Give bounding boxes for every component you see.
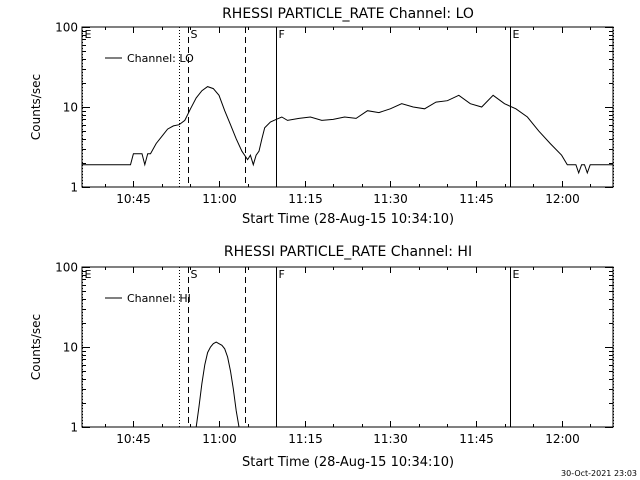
y-tick-label: 10 (63, 101, 78, 115)
y-axis-label: Counts/sec (29, 314, 43, 380)
x-tick-label: 12:00 (545, 432, 580, 446)
x-tick-label: 12:00 (545, 192, 580, 206)
time-marker-label: S (191, 268, 198, 281)
legend-label: Channel: LO (127, 52, 194, 65)
x-tick-label: 11:30 (373, 432, 408, 446)
x-tick-label: 11:45 (459, 432, 494, 446)
series-group (195, 341, 240, 428)
plot-frame (81, 266, 614, 428)
x-tick-label: 10:45 (116, 432, 151, 446)
x-tick-label: 11:30 (373, 192, 408, 206)
chart-panel-hi: RHESSI PARTICLE_RATE Channel: HI Counts/… (29, 244, 614, 470)
time-marker-label: F (279, 268, 285, 281)
y-axis-label: Counts/sec (29, 74, 43, 140)
x-tick-label: 10:45 (116, 192, 151, 206)
chart-title: RHESSI PARTICLE_RATE Channel: LO (222, 6, 474, 22)
y-tick-label: 100 (55, 261, 78, 275)
y-tick-label: 1 (70, 421, 78, 435)
x-tick-label: 11:00 (202, 192, 237, 206)
time-marker-label: E (513, 28, 520, 41)
time-marker-label: E (85, 268, 92, 281)
time-marker-label: E (513, 268, 520, 281)
y-tick-label: 10 (63, 341, 78, 355)
axis-ticks: 10:45 11:00 11:15 11:30 11:45 12:00 1 10 100 (55, 21, 613, 206)
axis-ticks: 10:45 11:00 11:15 11:30 11:45 12:00 1 10 100 (55, 261, 613, 446)
time-marker-label: E (85, 28, 92, 41)
footer-timestamp: 30-Oct-2021 23:03 (561, 469, 637, 478)
legend-label: Channel: HI (127, 292, 191, 305)
x-tick-label: 11:15 (288, 432, 323, 446)
y-tick-label: 100 (55, 21, 78, 35)
series-group (82, 86, 613, 175)
y-tick-label: 1 (70, 181, 78, 195)
time-marker-label: S (191, 28, 198, 41)
time-marker-label: F (279, 28, 285, 41)
chart-title: RHESSI PARTICLE_RATE Channel: HI (224, 244, 472, 260)
chart-panel-lo: RHESSI PARTICLE_RATE Channel: LO Counts/… (29, 6, 614, 227)
legend: Channel: HI (105, 292, 191, 305)
series-line (195, 341, 240, 428)
x-tick-label: 11:45 (459, 192, 494, 206)
x-tick-label: 11:00 (202, 432, 237, 446)
x-tick-label: 11:15 (288, 192, 323, 206)
plot-frame (81, 26, 614, 188)
series-line (82, 86, 613, 175)
legend: Channel: LO (105, 52, 194, 65)
x-axis-label: Start Time (28-Aug-15 10:34:10) (242, 455, 454, 470)
x-axis-label: Start Time (28-Aug-15 10:34:10) (242, 212, 454, 227)
